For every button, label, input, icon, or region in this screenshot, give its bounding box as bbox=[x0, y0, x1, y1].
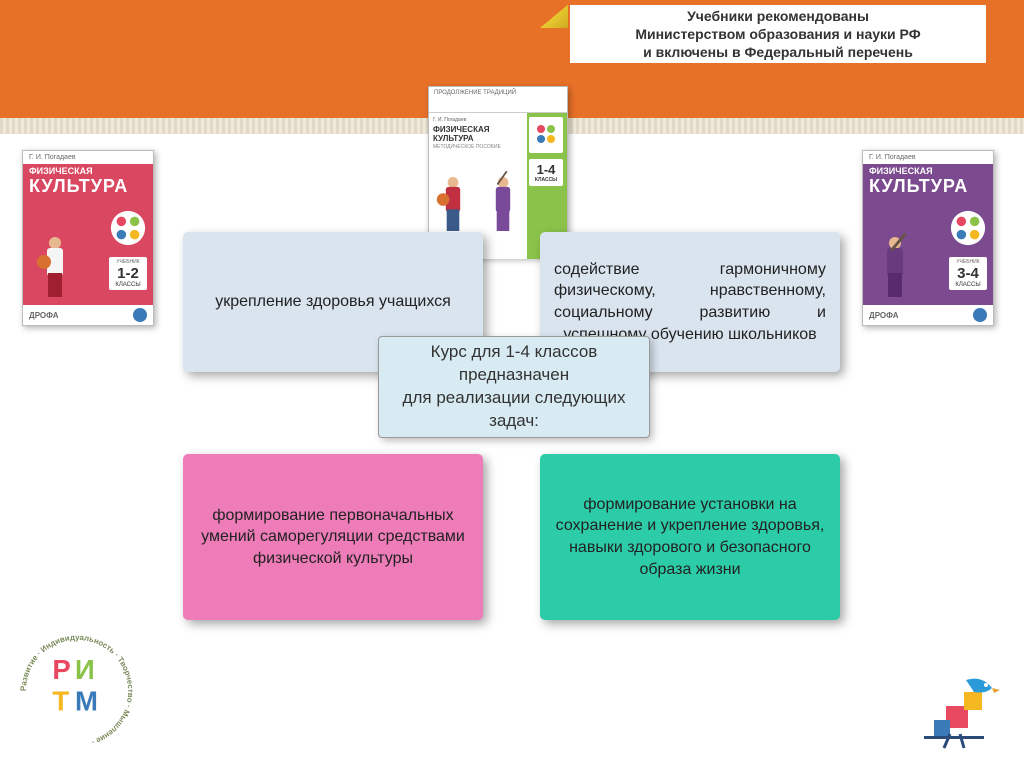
book-author: Г. И. Погадаев bbox=[863, 151, 993, 164]
book2-header: ПРОДОЛЖЕНИЕ ТРАДИЦИЙ bbox=[429, 87, 567, 113]
fgos-icon bbox=[133, 308, 147, 322]
book-title: КУЛЬТУРА bbox=[29, 176, 147, 197]
header-line3: и включены в Федеральный перечень bbox=[643, 43, 913, 61]
basketball-icon bbox=[37, 255, 51, 269]
grades-badge: УЧЕБНИК 3-4 КЛАССЫ bbox=[949, 257, 987, 290]
textbook-cover-1-2: Г. И. Погадаев ФИЗИЧЕСКАЯ КУЛЬТУРА УЧЕБН… bbox=[22, 150, 154, 326]
textbook-cover-3-4: Г. И. Погадаев ФИЗИЧЕСКАЯ КУЛЬТУРА УЧЕБН… bbox=[862, 150, 994, 326]
book-footer: ДРОФА bbox=[863, 305, 993, 325]
book-footer: ДРОФА bbox=[23, 305, 153, 325]
ritm-logo-small bbox=[109, 209, 147, 247]
svg-text:И: И bbox=[75, 654, 95, 685]
svg-text:Р: Р bbox=[52, 654, 70, 685]
panel-bottom-right: формирование установки на сохранение и у… bbox=[540, 454, 840, 620]
bird-logo bbox=[904, 650, 1004, 750]
header-callout: Учебники рекомендованы Министерством обр… bbox=[568, 3, 988, 65]
book-subtitle: ФИЗИЧЕСКАЯ bbox=[869, 166, 987, 176]
ritm-logo-small bbox=[949, 209, 987, 247]
svg-text:М: М bbox=[75, 686, 98, 717]
book-subtitle: ФИЗИЧЕСКАЯ bbox=[29, 166, 147, 176]
grades-badge: УЧЕБНИК 1-2 КЛАССЫ bbox=[109, 257, 147, 290]
ritm-logo: Развитие · Индивидуальность · Творчество… bbox=[18, 632, 136, 750]
child-figure bbox=[881, 237, 909, 297]
panel-bottom-left: формирование первоначальных умений самор… bbox=[183, 454, 483, 620]
book-title: КУЛЬТУРА bbox=[869, 176, 987, 197]
center-callout: Курс для 1-4 классов предназначен для ре… bbox=[378, 336, 650, 438]
fgos-icon bbox=[973, 308, 987, 322]
book-author: Г. И. Погадаев bbox=[23, 151, 153, 164]
header-line2: Министерством образования и науки РФ bbox=[635, 25, 920, 43]
header-line1: Учебники рекомендованы bbox=[687, 7, 869, 25]
child-figure bbox=[41, 237, 69, 297]
svg-text:Т: Т bbox=[52, 686, 69, 717]
